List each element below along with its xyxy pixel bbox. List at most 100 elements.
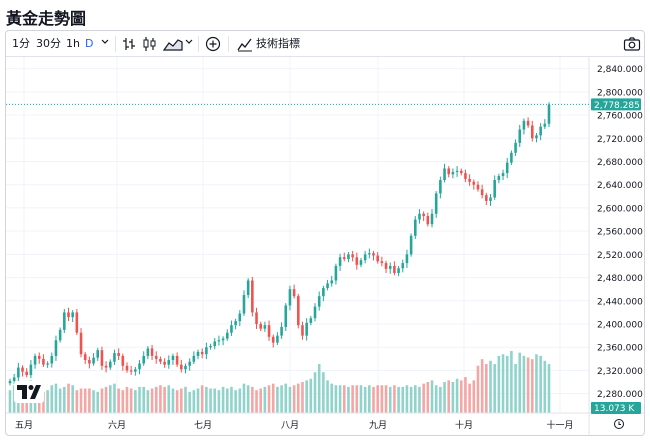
chart-widget: 1分 30分 1h D 技術指標 2,280.000 2: [5, 30, 645, 436]
candle: [142, 355, 146, 364]
tradingview-logo-icon: [14, 381, 44, 403]
candle: [129, 370, 133, 372]
volume-bar: [418, 386, 421, 413]
candle: [359, 260, 363, 265]
toolbar-divider: [228, 36, 229, 52]
candle: [522, 120, 526, 130]
volume-bar: [58, 388, 62, 413]
interval-1m-button[interactable]: 1分: [12, 37, 30, 50]
volume-bar: [342, 385, 346, 413]
volume-bar: [485, 364, 488, 413]
volume-bar: [305, 380, 308, 413]
chevron-down-icon[interactable]: [184, 35, 194, 52]
volume-bar: [79, 388, 83, 413]
candle: [342, 257, 346, 260]
volume-bar: [376, 385, 379, 413]
candle: [75, 312, 79, 333]
candle: [83, 354, 87, 361]
bar-style-icon[interactable]: [122, 36, 136, 55]
interval-1h-button[interactable]: 1h: [66, 37, 80, 50]
candle: [267, 325, 271, 337]
candle: [280, 326, 283, 336]
area-style-icon[interactable]: [162, 36, 183, 55]
clock-face: [614, 419, 624, 429]
candle: [309, 318, 313, 323]
clock-hands: [618, 421, 621, 425]
candle: [230, 325, 233, 333]
volume-bar: [451, 382, 455, 413]
candle: [225, 332, 229, 339]
volume-bar: [175, 390, 179, 413]
volume-bar: [455, 378, 459, 413]
candle: [388, 265, 392, 269]
interval-30m-button[interactable]: 30分: [36, 37, 61, 50]
volume-bar: [217, 390, 221, 413]
volume-bar: [288, 386, 292, 413]
candle: [58, 329, 62, 341]
candle: [12, 377, 16, 381]
candle: [92, 357, 95, 364]
volume-bar: [125, 386, 129, 413]
toolbar-divider: [198, 36, 199, 52]
candle: [384, 263, 388, 269]
volume-bar: [71, 385, 74, 413]
clock-icon[interactable]: [614, 419, 624, 429]
volume-bar: [221, 386, 225, 413]
y-tick-label: 2,280.000: [597, 390, 643, 400]
chevron-down-icon[interactable]: [100, 35, 110, 52]
price-chart[interactable]: 2,280.000 2,320.000 2,360.000 2,400.000 2,44…: [6, 57, 644, 435]
volume-bar: [539, 355, 542, 413]
candle: [547, 104, 551, 124]
candle: [451, 171, 455, 175]
volume-bar: [313, 372, 317, 413]
volume-bar: [338, 385, 342, 413]
candle: [501, 173, 505, 176]
candle: [539, 126, 542, 136]
candle: [368, 253, 371, 255]
y-tick-label: 2,800.000: [597, 88, 643, 98]
candle: [25, 371, 29, 376]
volume-bar: [401, 386, 405, 413]
candle: [363, 254, 367, 261]
volume-bar: [263, 386, 267, 413]
candle: [292, 289, 296, 297]
candle: [196, 351, 200, 356]
candle: [63, 312, 66, 330]
y-tick-label: 2,320.000: [597, 367, 643, 377]
volume-bar: [171, 388, 175, 413]
candle-style-icon[interactable]: [142, 36, 158, 55]
volume-bar: [234, 390, 237, 413]
candle: [37, 355, 41, 359]
candle: [530, 125, 534, 139]
interval-d-button[interactable]: D: [85, 37, 94, 50]
volume-bar: [83, 388, 87, 413]
volume-bar: [280, 385, 283, 413]
volume-bar: [129, 388, 133, 413]
volume-bar: [405, 385, 409, 413]
volume-bar: [547, 364, 551, 413]
page-title: 黃金走勢圖: [6, 9, 87, 28]
indicators-icon[interactable]: [237, 36, 253, 55]
candle: [330, 280, 334, 284]
candle: [393, 265, 396, 273]
x-tick-label: 十月: [455, 419, 473, 431]
camera-icon[interactable]: [623, 36, 641, 55]
volume-label: 13.073 K: [594, 404, 635, 414]
indicators-button[interactable]: 技術指標: [256, 37, 300, 50]
candle: [117, 353, 120, 356]
volume-bar: [426, 382, 430, 413]
volume-bar: [351, 385, 354, 413]
volume-bar: [196, 388, 200, 413]
add-circle-icon[interactable]: [205, 36, 221, 55]
volume-bar: [447, 380, 451, 413]
axes: 2,280.000 2,320.000 2,360.000 2,400.000 2,44…: [6, 57, 644, 435]
candle: [430, 213, 434, 225]
y-tick-label: 2,520.000: [597, 251, 643, 261]
volume-bar: [309, 378, 313, 413]
volume-bar: [334, 385, 338, 413]
volume-bar: [267, 385, 271, 413]
y-tick-label: 2,440.000: [597, 297, 643, 307]
volume-bar: [430, 380, 434, 413]
volume-bar: [117, 388, 120, 413]
volume-bar: [326, 380, 329, 413]
